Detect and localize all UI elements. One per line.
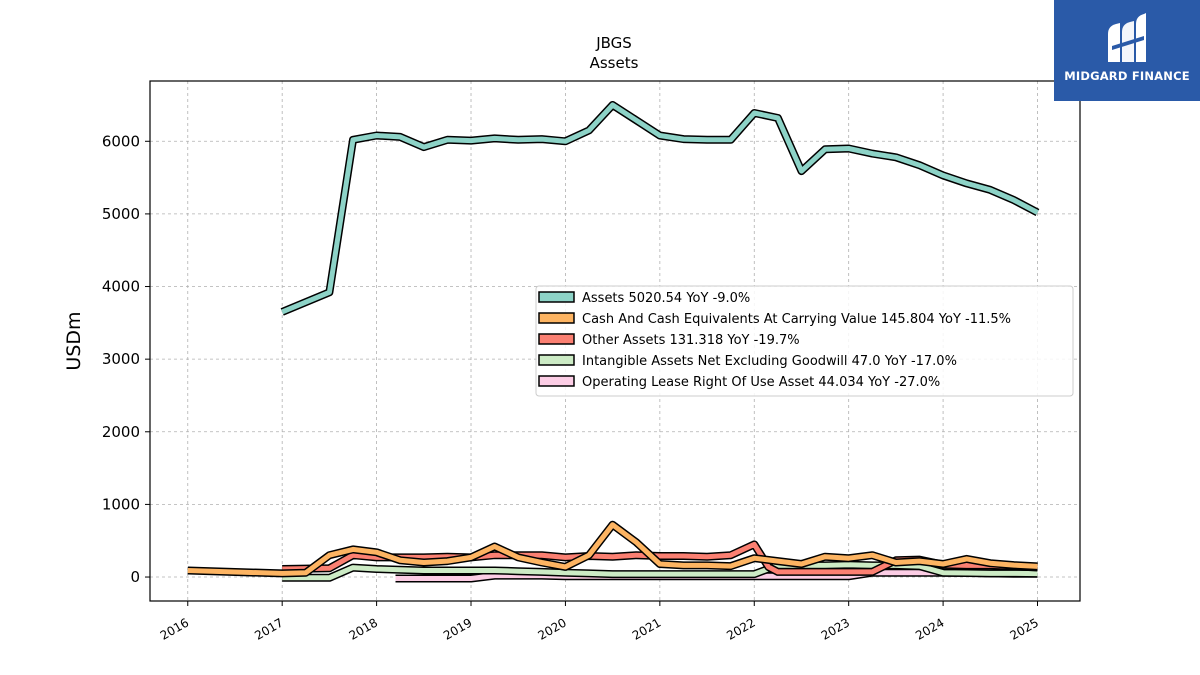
- y-tick-label: 1000: [102, 495, 140, 513]
- series-line: [281, 102, 1039, 315]
- x-tick-label: 2017: [252, 615, 285, 642]
- chart-title: JBGS: [595, 34, 632, 52]
- y-tick-label: 4000: [102, 278, 140, 296]
- legend-swatch: [538, 333, 575, 345]
- y-axis: 0 1000 2000 3000 4000 5000 6000: [102, 132, 150, 586]
- legend-entry[interactable]: Other Assets 131.318 YoY -19.7%: [582, 333, 800, 348]
- chart-subtitle: Assets: [590, 54, 639, 72]
- series-line: [187, 522, 1038, 576]
- midgard-logo-icon: [1108, 13, 1146, 62]
- legend-box: [535, 285, 1074, 397]
- x-tick-label: 2024: [913, 615, 946, 642]
- x-tick-label: 2023: [819, 615, 852, 642]
- y-tick-label: 3000: [102, 350, 140, 368]
- y-axis-label: USDm: [63, 311, 85, 370]
- x-axis: 2016 2017 2018 2019 2020 2021 2022 2023 2024 2025: [158, 601, 1041, 643]
- x-tick-label: 2022: [724, 615, 757, 642]
- legend-entry[interactable]: Cash And Cash Equivalents At Carrying Va…: [582, 312, 1011, 327]
- y-tick-label: 6000: [102, 132, 140, 150]
- x-tick-label: 2021: [630, 615, 663, 642]
- legend-swatch: [538, 375, 575, 387]
- legend-swatch: [538, 312, 575, 324]
- legend-entry[interactable]: Assets 5020.54 YoY -9.0%: [582, 291, 750, 306]
- brand-logo: MIDGARD FINANCE: [1054, 0, 1200, 101]
- series-1: [187, 520, 1038, 578]
- y-tick-label: 0: [130, 568, 140, 586]
- legend[interactable]: Assets 5020.54 YoY -9.0% Cash And Cash Eq…: [535, 285, 1074, 397]
- legend-swatch: [538, 291, 575, 303]
- plot-frame: [149, 80, 1081, 602]
- series-3: [282, 560, 1038, 582]
- series-line: [282, 562, 1038, 581]
- legend-entry[interactable]: Intangible Assets Net Excluding Goodwill…: [582, 354, 957, 369]
- legend-swatch: [538, 354, 575, 366]
- x-tick-label: 2020: [535, 615, 568, 642]
- y-tick-label: 2000: [102, 423, 140, 441]
- x-tick-label: 2018: [347, 615, 380, 642]
- y-tick-label: 5000: [102, 205, 140, 223]
- legend-entry[interactable]: Operating Lease Right Of Use Asset 44.03…: [582, 375, 940, 390]
- series-0: [280, 101, 1040, 316]
- x-tick-label: 2025: [1008, 615, 1041, 642]
- series-layer: [187, 101, 1040, 583]
- brand-name: MIDGARD FINANCE: [1064, 69, 1190, 83]
- x-tick-label: 2019: [441, 615, 474, 642]
- x-tick-label: 2016: [158, 615, 191, 642]
